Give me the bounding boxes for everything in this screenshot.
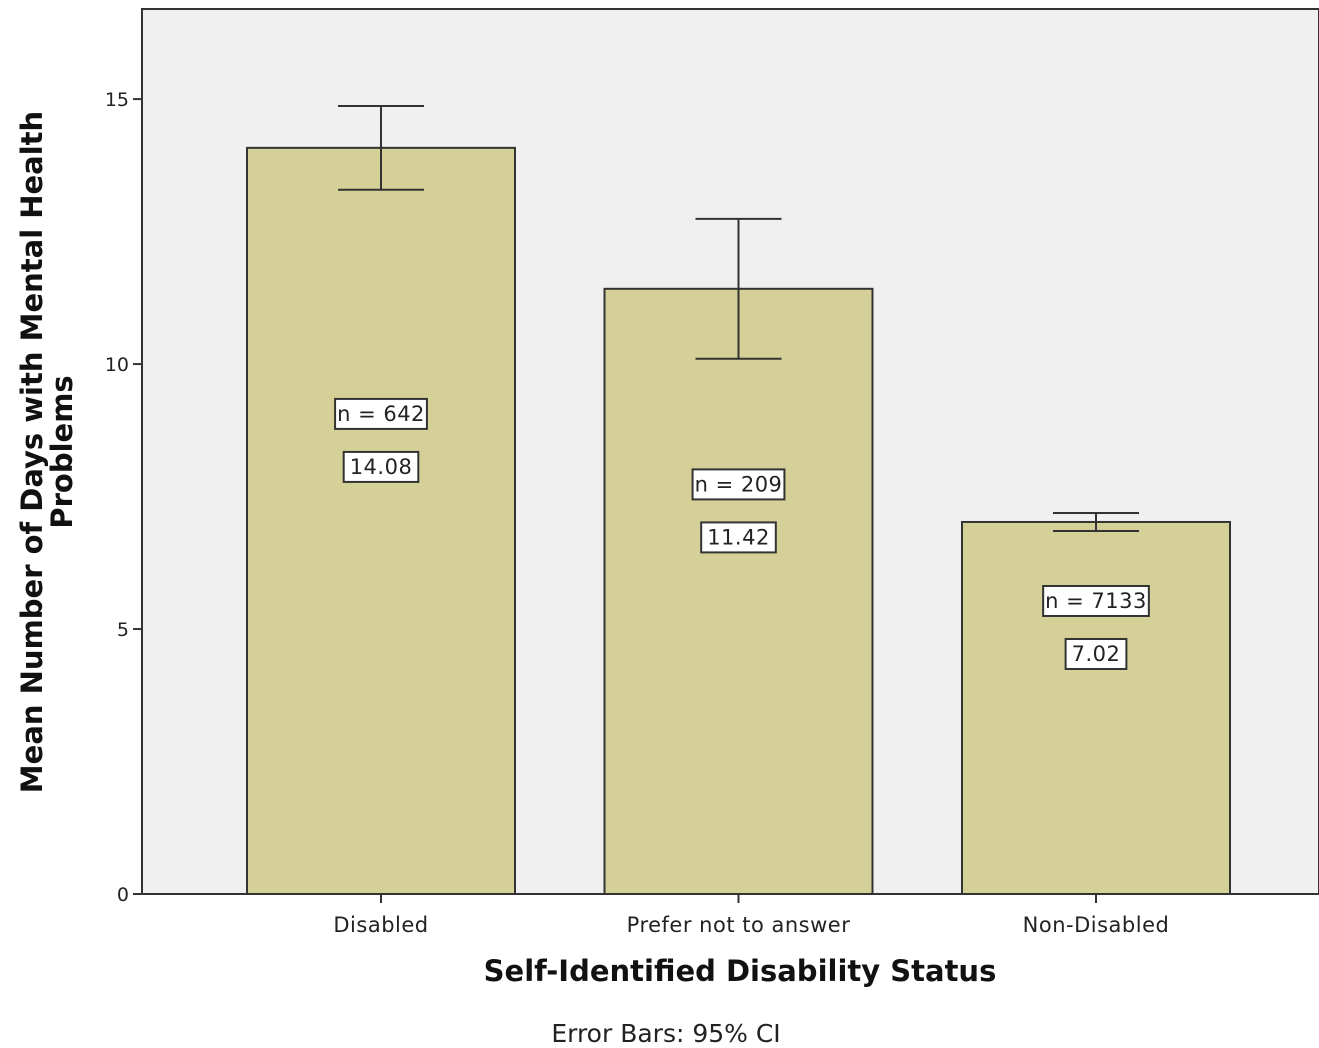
bar-prefer-not-to-answer <box>603 287 874 895</box>
y-tick-label: 5 <box>117 619 129 641</box>
y-tick-label: 10 <box>105 354 129 376</box>
x-tick-label: Non-Disabled <box>1023 913 1170 937</box>
svg-text:11.42: 11.42 <box>707 525 770 549</box>
y-axis-title: Mean Number of Days with Mental Health P… <box>15 111 79 793</box>
x-tick-label: Disabled <box>333 913 428 937</box>
bars: n = 642 14.08 n = 209 11.42 n = 7133 7.02 <box>246 104 1231 896</box>
y-axis-title-line-1: Mean Number of Days with Mental Health <box>15 111 49 793</box>
y-tick-label: 0 <box>117 884 129 906</box>
error-bar <box>338 104 424 191</box>
svg-text:n = 7133: n = 7133 <box>1045 589 1147 613</box>
n-label: n = 642 <box>334 397 428 430</box>
y-tick-label: 15 <box>105 89 129 111</box>
value-label: 7.02 <box>1064 637 1128 670</box>
error-bar <box>695 217 782 360</box>
svg-text:14.08: 14.08 <box>350 455 413 479</box>
n-label: n = 209 <box>691 468 786 501</box>
value-label: 14.08 <box>342 450 420 483</box>
y-axis-title-line-2: Problems <box>45 375 79 528</box>
x-axis: Disabled Prefer not to answer Non-Disabled <box>333 894 1169 937</box>
bar-non-disabled <box>961 520 1231 896</box>
x-axis-title: Self-Identified Disability Status <box>484 954 997 988</box>
bar-disabled <box>246 146 516 896</box>
svg-text:n = 642: n = 642 <box>337 402 425 426</box>
svg-text:n = 209: n = 209 <box>695 472 783 496</box>
svg-text:7.02: 7.02 <box>1072 642 1121 666</box>
n-label: n = 7133 <box>1042 584 1150 617</box>
x-tick-label: Prefer not to answer <box>627 913 851 937</box>
y-axis: 0 5 10 15 <box>105 89 142 906</box>
value-label: 11.42 <box>700 521 777 554</box>
error-bar <box>1053 511 1139 532</box>
footnote: Error Bars: 95% CI <box>551 1019 780 1048</box>
